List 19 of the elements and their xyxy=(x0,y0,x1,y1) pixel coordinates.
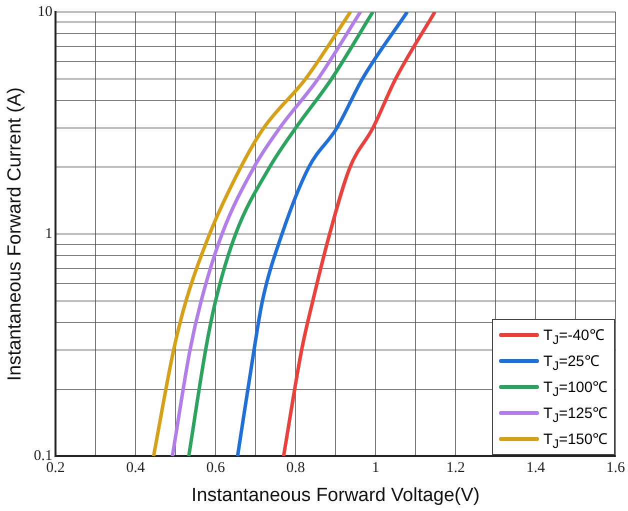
y-axis-title: Instantaneous Forward Current (A) xyxy=(4,87,26,381)
y-tick-label: 1 xyxy=(45,226,53,242)
x-tick-label: 0.8 xyxy=(286,460,305,476)
legend-label: T$_{J}$=150℃ xyxy=(543,430,608,451)
legend-label: T$_{J}$=-40℃ xyxy=(543,326,604,347)
line-series xyxy=(236,12,409,456)
x-axis-title: Instantaneous Forward Voltage(V) xyxy=(191,484,480,506)
x-tick-label: 1 xyxy=(372,460,380,476)
x-tick-label: 0.6 xyxy=(206,460,226,476)
y-tick-label: 10 xyxy=(38,4,53,20)
x-tick-label: 1.6 xyxy=(606,460,626,476)
x-tick-label: 1.4 xyxy=(526,460,546,476)
x-tick-label: 1.2 xyxy=(446,460,465,476)
legend-label: T$_{J}$=25℃ xyxy=(543,352,600,373)
legend-label: T$_{J}$=100℃ xyxy=(543,378,608,399)
x-tick-label: 0.2 xyxy=(46,460,65,476)
legend-label: T$_{J}$=125℃ xyxy=(543,404,608,425)
line-series xyxy=(282,12,437,456)
x-tick-label: 0.4 xyxy=(126,460,146,476)
